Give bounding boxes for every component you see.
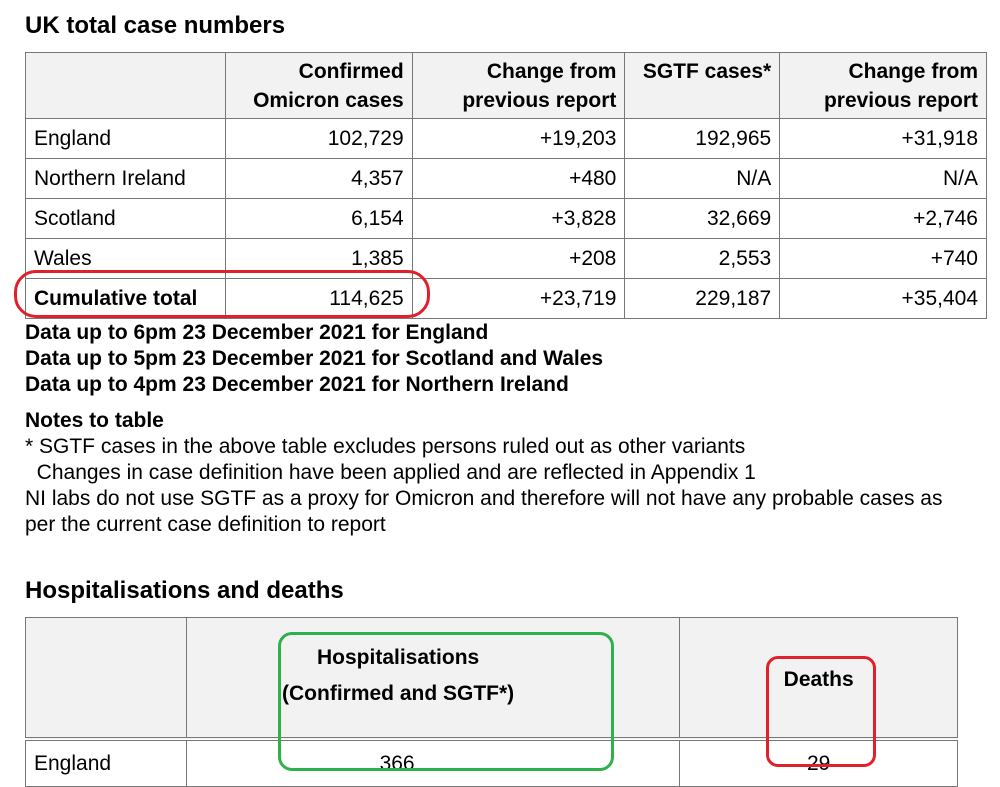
- note: * SGTF cases in the above table excludes…: [25, 435, 746, 458]
- header-line: (Confirmed and SGTF*): [282, 682, 515, 705]
- red-highlight-deaths: [766, 656, 876, 767]
- header-cell: Change from previous report: [411, 52, 626, 119]
- cell: England: [25, 738, 187, 787]
- cell: +31,918: [779, 118, 987, 159]
- cell: +2,746: [779, 198, 987, 239]
- notes-to-table: Notes to table * SGTF cases in the above…: [25, 408, 945, 538]
- cell: Cumulative total: [25, 278, 226, 319]
- header-cell: Hospitalisations (Confirmed and SGTF*): [185, 617, 681, 741]
- red-highlight-cumulative: [14, 270, 430, 318]
- header-cell: Deaths: [679, 617, 958, 741]
- cell: N/A: [624, 158, 781, 199]
- cell: +208: [411, 238, 626, 279]
- header-line: Hospitalisations: [317, 646, 480, 669]
- cell: +480: [411, 158, 626, 199]
- note: Changes in case definition have been app…: [25, 461, 756, 484]
- cell: +740: [779, 238, 987, 279]
- green-highlight-hospitalisations: [278, 632, 614, 771]
- cell: England: [25, 118, 226, 159]
- section-title-case-numbers: UK total case numbers: [25, 12, 286, 39]
- header-cell: Confirmed Omicron cases: [224, 52, 413, 119]
- data-note: Data up to 4pm 23 December 2021 for Nort…: [25, 373, 569, 396]
- cell: 114,625: [224, 278, 413, 319]
- notes-title: Notes to table: [25, 409, 164, 432]
- hospitalisations-table: Hospitalisations (Confirmed and SGTF*) De…: [25, 617, 958, 787]
- cell: 2,553: [624, 238, 781, 279]
- data-cutoff-notes: Data up to 6pm 23 December 2021 for Engl…: [25, 320, 603, 398]
- cell: 29: [679, 738, 958, 787]
- cell: 6,154: [224, 198, 413, 239]
- cell: +19,203: [411, 118, 626, 159]
- table-header-row: Confirmed Omicron cases Change from prev…: [25, 52, 987, 119]
- cell: 192,965: [624, 118, 781, 159]
- cell: +23,719: [411, 278, 626, 319]
- cell: 32,669: [624, 198, 781, 239]
- total-row: Cumulative total 114,625 +23,719 229,187 +35…: [25, 278, 987, 319]
- header-cell: [25, 52, 226, 119]
- data-note: Data up to 6pm 23 December 2021 for Engl…: [25, 321, 489, 344]
- header-cell: SGTF cases*: [624, 52, 781, 119]
- section-title-hospitalisations: Hospitalisations and deaths: [25, 577, 344, 604]
- table-row: Northern Ireland 4,357 +480 N/A N/A: [25, 158, 987, 199]
- table-row: England 366 29: [25, 738, 958, 787]
- table-row: Scotland 6,154 +3,828 32,669 +2,746: [25, 198, 987, 239]
- cell: +3,828: [411, 198, 626, 239]
- table-row: England 102,729 +19,203 192,965 +31,918: [25, 118, 987, 159]
- cell: Northern Ireland: [25, 158, 226, 199]
- cell: 102,729: [224, 118, 413, 159]
- cell: N/A: [779, 158, 987, 199]
- note: NI labs do not use SGTF as a proxy for O…: [25, 487, 943, 536]
- data-note: Data up to 5pm 23 December 2021 for Scot…: [25, 347, 604, 370]
- cell: 229,187: [624, 278, 781, 319]
- cell: +35,404: [779, 278, 987, 319]
- header-cell: [25, 617, 187, 741]
- cell: Scotland: [25, 198, 226, 239]
- table-header-row: Hospitalisations (Confirmed and SGTF*) De…: [25, 617, 958, 741]
- cell: 366: [185, 738, 681, 787]
- header-cell: Change from previous report: [779, 52, 987, 119]
- cell: 4,357: [224, 158, 413, 199]
